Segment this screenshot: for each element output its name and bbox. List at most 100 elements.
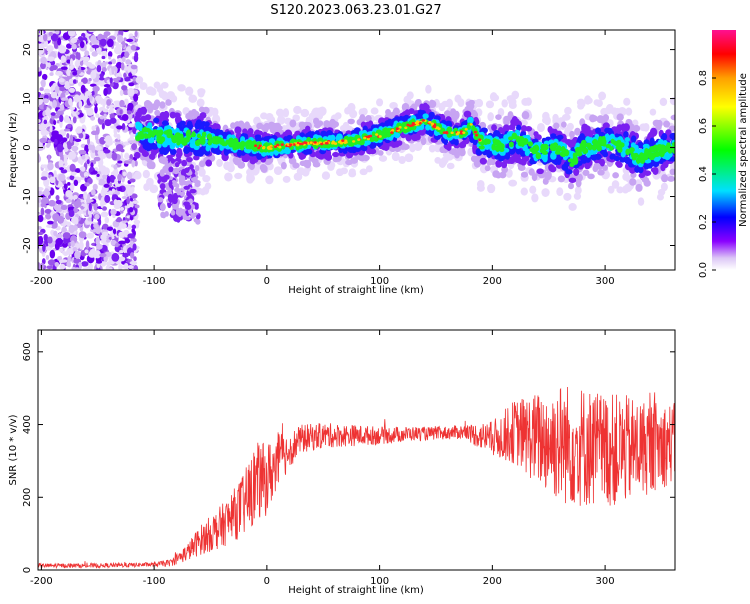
heatmap-noise-cell (118, 264, 123, 270)
heatmap-noise-cell (96, 64, 102, 73)
heatmap-ridge-cell (146, 177, 154, 187)
heatmap-ridge-cell (495, 159, 503, 168)
heatmap-noise-cell (55, 199, 62, 205)
heatmap-noise-cell (113, 126, 118, 136)
heatmap-noise-cell (134, 204, 140, 209)
heatmap-noise-cell (70, 171, 77, 176)
heatmap-noise-cell (111, 67, 115, 75)
heatmap-ridge-cell (408, 108, 415, 115)
heatmap-ridge-cell (547, 126, 553, 134)
heatmap-ridge-cell (166, 132, 172, 139)
heatmap-noise-cell (110, 239, 117, 246)
heatmap-ridge-cell (329, 120, 338, 129)
heatmap-noise-cell (78, 209, 84, 214)
heatmap-ridge-cell (365, 114, 372, 123)
heatmap-ridge-cell (282, 108, 290, 118)
heatmap-ridge-cell (617, 146, 623, 153)
heatmap-ridge-cell (632, 124, 641, 132)
heatmap-ridge-cell (549, 165, 557, 173)
heatmap-ridge-cell (639, 157, 646, 164)
heatmap-noise-cell (58, 78, 65, 83)
heatmap-ridge-cell (561, 113, 571, 121)
heatmap-noise-cell (132, 200, 139, 204)
heatmap-noise-cell (51, 65, 58, 71)
heatmap-ridge-cell (612, 172, 620, 179)
heatmap-ridge-cell (142, 126, 148, 133)
heatmap-noise-cell (62, 232, 71, 239)
heatmap-noise-cell (89, 166, 94, 172)
heatmap-noise-cell (102, 223, 109, 230)
heatmap-noise-cell (43, 94, 49, 100)
heatmap-noise-cell (68, 78, 75, 84)
heatmap-ridge-cell (623, 183, 633, 193)
heatmap-ridge-cell (370, 107, 379, 115)
heatmap-noise-cell (43, 119, 48, 125)
heatmap-noise-cell (93, 202, 99, 211)
heatmap-noise-cell (54, 262, 60, 267)
heatmap-noise-cell (128, 72, 133, 77)
heatmap-ridge-cell (359, 114, 366, 123)
heatmap-ridge-cell (151, 144, 159, 150)
heatmap-noise-cell (113, 133, 119, 138)
heatmap-ridge-cell (369, 148, 377, 155)
heatmap-ridge-cell (153, 99, 161, 108)
heatmap-ridge-cell (505, 158, 513, 164)
heatmap-noise-cell (87, 137, 91, 146)
heatmap-noise-cell (47, 236, 53, 244)
heatmap-noise-cell (116, 34, 124, 43)
heatmap-ridge-cell (391, 151, 400, 162)
heatmap-ridge-cell (246, 144, 254, 150)
heatmap-ridge-cell (652, 166, 659, 175)
heatmap-noise-cell (50, 33, 59, 42)
heatmap-ridge-cell (593, 162, 602, 169)
heatmap-noise-cell (84, 104, 92, 109)
heatmap-ridge-cell (365, 139, 371, 146)
heatmap-ridge-cell (240, 140, 246, 148)
heatmap-noise-cell (113, 100, 121, 105)
heatmap-noise-cell (39, 87, 44, 91)
heatmap-noise-cell (54, 138, 58, 145)
heatmap-ridge-cell (301, 168, 310, 177)
heatmap-noise-cell (45, 224, 53, 228)
heatmap-ridge-cell (596, 145, 602, 152)
heatmap-ridge-cell (536, 168, 544, 175)
heatmap-ridge-cell (629, 147, 635, 153)
heatmap-ridge-cell (637, 197, 645, 206)
heatmap-ridge-cell (541, 116, 549, 124)
heatmap-noise-cell (69, 182, 75, 192)
heatmap-noise-cell (38, 231, 44, 236)
heatmap-ridge-cell (602, 114, 610, 122)
heatmap-ridge-cell (639, 152, 644, 158)
heatmap-ridge-cell (135, 76, 144, 84)
heatmap-ridge-cell (185, 138, 190, 143)
heatmap-noise-cell (127, 140, 136, 144)
heatmap-ridge-cell (332, 156, 339, 163)
heatmap-ridge-cell (201, 131, 207, 137)
heatmap-ridge-cell (200, 144, 208, 152)
heatmap-ridge-cell (639, 123, 648, 132)
heatmap-noise-cell (69, 106, 76, 111)
heatmap-noise-cell (115, 143, 124, 152)
heatmap-ridge-cell (177, 84, 186, 92)
heatmap-noise-cell (131, 228, 136, 233)
heatmap-noise-cell (102, 231, 109, 237)
heatmap-ridge-cell (200, 136, 205, 143)
heatmap-noise-cell (121, 85, 128, 91)
heatmap-ridge-cell (563, 161, 570, 167)
heatmap-ridge-cell (159, 101, 166, 109)
heatmap-noise-cell (101, 170, 106, 175)
heatmap-ridge-cell (236, 149, 242, 157)
heatmap-noise-cell (78, 241, 84, 250)
heatmap-noise-cell (124, 98, 129, 104)
heatmap-ridge-cell (446, 162, 455, 170)
heatmap-noise-cell (115, 218, 122, 223)
heatmap-noise-cell (131, 224, 137, 230)
heatmap-ridge-cell (564, 106, 572, 115)
heatmap-noise-cell (119, 89, 124, 97)
heatmap-ridge-cell (508, 179, 518, 187)
heatmap-noise-cell (78, 65, 82, 75)
heatmap-noise-cell (132, 76, 137, 82)
heatmap-noise-cell (126, 196, 130, 205)
heatmap-ridge-cell (275, 108, 285, 117)
